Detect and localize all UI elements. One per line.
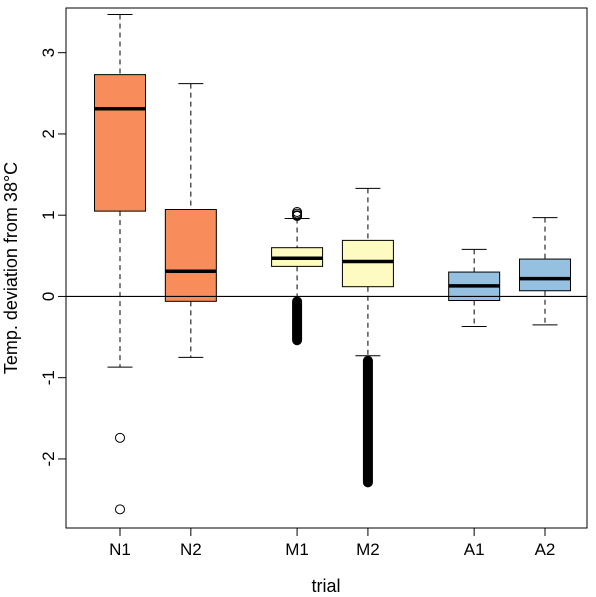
box-a1 bbox=[448, 248, 501, 327]
y-tick-label: 0 bbox=[39, 292, 58, 301]
x-tick-label: M1 bbox=[285, 540, 309, 559]
x-tick-label: N2 bbox=[180, 540, 202, 559]
x-axis-label: trial bbox=[311, 576, 340, 596]
y-axis-label: Temp. deviation from 38°C bbox=[1, 162, 21, 374]
x-axis: N1 N2 M1 M2 A1 A2 bbox=[109, 527, 556, 559]
iqr-box bbox=[94, 74, 146, 212]
boxes-layer bbox=[94, 14, 571, 515]
outlier-band bbox=[292, 296, 303, 346]
outlier-point bbox=[292, 211, 303, 221]
box-m1 bbox=[271, 206, 324, 346]
outlier-band bbox=[362, 355, 373, 488]
y-tick-label: 3 bbox=[39, 48, 58, 57]
x-tick-label: M2 bbox=[356, 540, 380, 559]
y-tick-label: -1 bbox=[39, 370, 58, 385]
x-tick-label: A2 bbox=[535, 540, 556, 559]
y-axis: -2 -1 0 1 2 3 bbox=[39, 48, 67, 467]
box-m2 bbox=[341, 187, 394, 488]
box-n2 bbox=[164, 83, 217, 358]
iqr-box bbox=[519, 258, 571, 292]
x-tick-label: A1 bbox=[464, 540, 485, 559]
outlier-point bbox=[115, 504, 125, 515]
outlier-point bbox=[292, 206, 303, 217]
outlier-point bbox=[115, 432, 125, 443]
y-tick-label: 2 bbox=[39, 129, 58, 138]
y-tick-label: 1 bbox=[39, 210, 58, 219]
iqr-box bbox=[341, 239, 394, 288]
x-tick-label: N1 bbox=[109, 540, 131, 559]
y-tick-label: -2 bbox=[39, 451, 58, 466]
box-a2 bbox=[519, 217, 571, 326]
iqr-box bbox=[164, 209, 217, 302]
box-n1 bbox=[94, 14, 146, 515]
